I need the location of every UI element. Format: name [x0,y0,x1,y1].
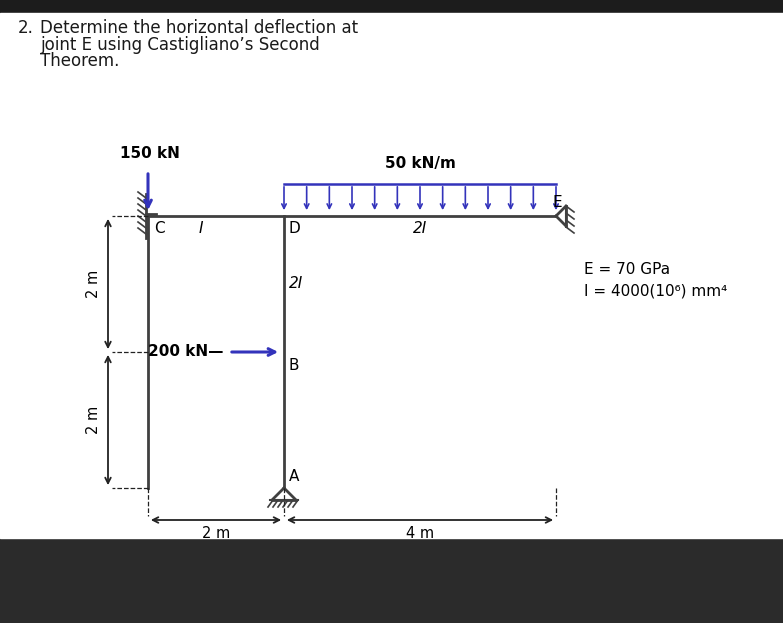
Text: E: E [552,195,561,210]
Text: I = 4000(10⁶) mm⁴: I = 4000(10⁶) mm⁴ [584,283,727,298]
Text: 2I: 2I [413,221,427,236]
Text: Determine the horizontal deflection at: Determine the horizontal deflection at [40,19,358,37]
Text: B: B [289,358,300,373]
Text: 50 kN/m: 50 kN/m [384,156,456,171]
Text: Theorem.: Theorem. [40,52,119,70]
Text: 2I: 2I [289,277,303,292]
Text: D: D [288,221,300,236]
Text: joint E using Castigliano’s Second: joint E using Castigliano’s Second [40,36,319,54]
Text: 4 m: 4 m [406,526,434,541]
Bar [0,13,783,538]
Text: A: A [289,469,299,484]
Text: 2 m: 2 m [86,270,102,298]
Text: 2 m: 2 m [202,526,230,541]
Text: E = 70 GPa: E = 70 GPa [584,262,670,277]
Bar [0,0,783,13]
Text: 2.: 2. [18,19,34,37]
Text: 2 m: 2 m [86,406,102,434]
Text: I: I [199,221,204,236]
Text: 150 kN: 150 kN [120,146,180,161]
Text: C: C [154,221,164,236]
Text: 200 kN—: 200 kN— [149,345,224,359]
